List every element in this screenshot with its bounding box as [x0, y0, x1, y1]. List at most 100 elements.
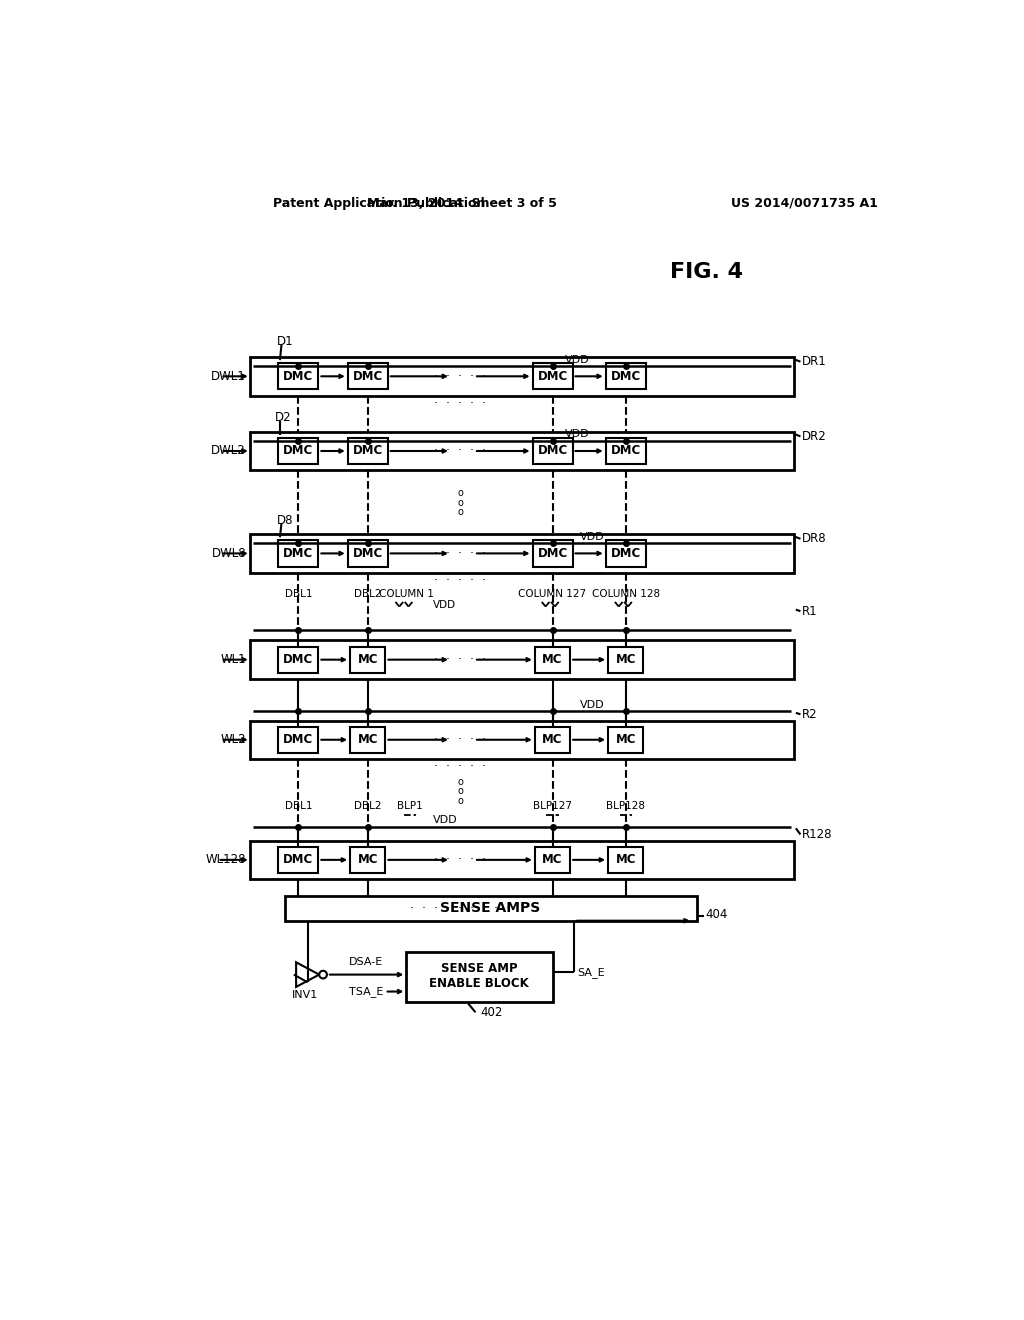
- Bar: [350, 647, 385, 673]
- Text: DMC: DMC: [538, 445, 567, 458]
- Text: o: o: [457, 777, 463, 787]
- Text: o: o: [457, 787, 463, 796]
- Text: DMC: DMC: [284, 370, 313, 383]
- Bar: [250, 640, 795, 678]
- Bar: [279, 540, 318, 566]
- Text: o: o: [457, 796, 463, 805]
- Text: o: o: [457, 507, 463, 517]
- Text: DMC: DMC: [610, 370, 641, 383]
- Text: R1: R1: [802, 605, 817, 618]
- Bar: [279, 727, 318, 752]
- Bar: [250, 432, 795, 470]
- Text: ·  ·  ·  ·  ·: · · · · ·: [434, 370, 486, 383]
- Text: DMC: DMC: [284, 733, 313, 746]
- Text: D2: D2: [275, 412, 292, 425]
- Bar: [279, 363, 318, 389]
- Text: MC: MC: [357, 653, 378, 667]
- Bar: [532, 438, 572, 465]
- Bar: [535, 727, 570, 752]
- Text: WL2: WL2: [220, 733, 246, 746]
- Bar: [285, 896, 696, 921]
- Text: VDD: VDD: [565, 355, 590, 364]
- Text: DBL2: DBL2: [354, 801, 382, 810]
- Text: ·  ·  ·  ·  ·: · · · · ·: [434, 397, 486, 409]
- Bar: [605, 540, 646, 566]
- Bar: [605, 438, 646, 465]
- Text: BLP1: BLP1: [397, 801, 423, 810]
- Text: DR8: DR8: [802, 532, 826, 545]
- Bar: [348, 438, 388, 465]
- Text: 404: 404: [706, 908, 728, 921]
- Text: WL1: WL1: [220, 653, 246, 667]
- Text: VDD: VDD: [581, 700, 605, 710]
- Bar: [532, 363, 572, 389]
- Text: DBL1: DBL1: [285, 801, 312, 810]
- Text: DMC: DMC: [538, 546, 567, 560]
- Text: DBL2: DBL2: [354, 589, 382, 599]
- Text: FIG. 4: FIG. 4: [670, 263, 743, 282]
- Bar: [279, 647, 318, 673]
- Text: DMC: DMC: [284, 546, 313, 560]
- Text: SENSE AMPS: SENSE AMPS: [440, 902, 541, 915]
- Text: VDD: VDD: [565, 429, 590, 440]
- Text: 402: 402: [480, 1006, 503, 1019]
- Text: MC: MC: [543, 853, 563, 866]
- Text: US 2014/0071735 A1: US 2014/0071735 A1: [731, 197, 878, 210]
- Text: o: o: [457, 498, 463, 508]
- Text: R2: R2: [802, 708, 817, 721]
- Text: ·  ·  ·  ·  ·: · · · · ·: [434, 653, 486, 667]
- Text: ·  ·  ·  ·  ·: · · · · ·: [434, 853, 486, 866]
- Text: DMC: DMC: [610, 445, 641, 458]
- Text: DMC: DMC: [610, 546, 641, 560]
- Text: BLP127: BLP127: [534, 801, 572, 810]
- Text: MC: MC: [543, 653, 563, 667]
- Text: VDD: VDD: [432, 816, 457, 825]
- Text: DWL8: DWL8: [211, 546, 246, 560]
- Text: ·  ·  ·  ·  ·: · · · · ·: [434, 574, 486, 587]
- Bar: [535, 847, 570, 873]
- Text: SA_E: SA_E: [578, 966, 605, 978]
- Bar: [250, 535, 795, 573]
- Bar: [250, 721, 795, 759]
- Text: ·  ·  ·  ·  ·: · · · · ·: [434, 546, 486, 560]
- Text: DMC: DMC: [352, 546, 383, 560]
- Text: DR2: DR2: [802, 430, 826, 444]
- Text: VDD: VDD: [433, 601, 457, 610]
- Text: Mar. 13, 2014  Sheet 3 of 5: Mar. 13, 2014 Sheet 3 of 5: [367, 197, 557, 210]
- Text: ·  ·  ·  ·  ·: · · · · ·: [434, 445, 486, 458]
- Text: DR1: DR1: [802, 355, 826, 368]
- Text: DMC: DMC: [538, 370, 567, 383]
- Text: DSA-E: DSA-E: [349, 957, 383, 968]
- Text: MC: MC: [357, 733, 378, 746]
- Text: DMC: DMC: [352, 370, 383, 383]
- Text: MC: MC: [615, 853, 636, 866]
- Text: COLUMN 128: COLUMN 128: [592, 589, 659, 599]
- Text: ·  ·  ·  ·  ·: · · · · ·: [434, 760, 486, 774]
- Bar: [532, 540, 572, 566]
- Bar: [250, 358, 795, 396]
- Text: MC: MC: [543, 733, 563, 746]
- Text: MC: MC: [615, 733, 636, 746]
- Text: WL128: WL128: [206, 853, 246, 866]
- Text: D1: D1: [276, 335, 294, 348]
- Text: ·  ·  ·  ·  ·: · · · · ·: [434, 733, 486, 746]
- Bar: [250, 841, 795, 879]
- Text: DMC: DMC: [284, 445, 313, 458]
- Text: DWL1: DWL1: [211, 370, 246, 383]
- Text: DMC: DMC: [352, 445, 383, 458]
- Text: D8: D8: [276, 513, 293, 527]
- Bar: [350, 847, 385, 873]
- Bar: [608, 847, 643, 873]
- Bar: [407, 952, 553, 1002]
- Bar: [350, 727, 385, 752]
- Text: COLUMN 127: COLUMN 127: [518, 589, 587, 599]
- Text: COLUMN 1: COLUMN 1: [379, 589, 433, 599]
- Text: DBL1: DBL1: [285, 589, 312, 599]
- Bar: [279, 438, 318, 465]
- Text: DMC: DMC: [284, 853, 313, 866]
- Text: MC: MC: [357, 853, 378, 866]
- Bar: [608, 647, 643, 673]
- Text: Patent Application Publication: Patent Application Publication: [273, 197, 485, 210]
- Text: ·  ·  ·  ·  ·  ·  ·  ·  ·: · · · · · · · · ·: [411, 902, 510, 915]
- Text: VDD: VDD: [581, 532, 605, 543]
